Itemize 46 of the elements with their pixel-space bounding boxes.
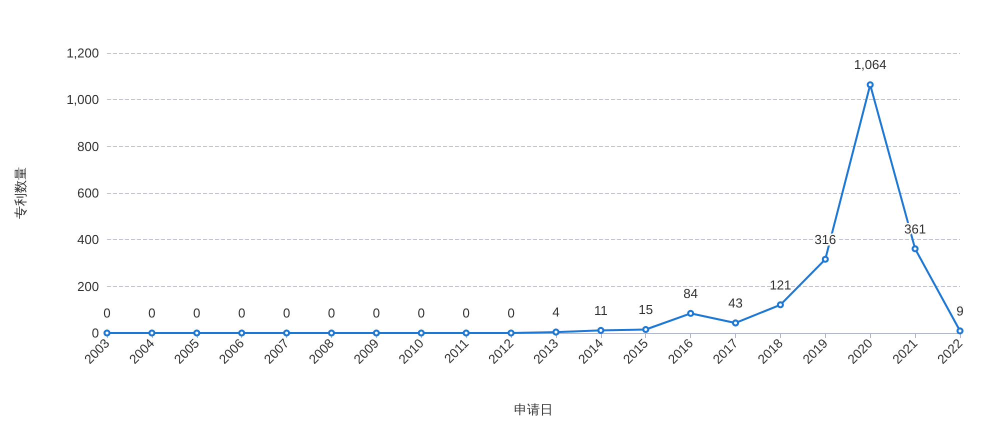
data-label: 0 (507, 306, 515, 320)
data-label: 43 (728, 295, 743, 310)
point (956, 327, 964, 334)
point (552, 328, 560, 336)
data-label: 0 (193, 306, 200, 320)
data-label: 0 (238, 306, 246, 320)
y-tick-label: 1,200 (66, 46, 99, 60)
y-tick-label: 200 (77, 278, 99, 294)
data-label: 84 (683, 286, 698, 301)
data-label: 9 (956, 303, 964, 318)
x-axis-title: 申请日 (514, 402, 553, 417)
point (776, 301, 784, 308)
point (508, 330, 515, 336)
point (597, 326, 604, 334)
point (642, 326, 650, 333)
point (462, 330, 470, 336)
data-label: 0 (328, 306, 336, 320)
point (148, 330, 156, 336)
y-tick-label: 800 (77, 138, 99, 154)
point (372, 330, 380, 336)
point (866, 81, 874, 88)
point (687, 310, 694, 317)
point (912, 245, 919, 252)
data-label: 0 (372, 306, 380, 320)
data-label: 0 (282, 306, 290, 320)
data-label: 0 (103, 306, 111, 320)
point (193, 330, 200, 336)
y-tick-label: 400 (77, 232, 99, 248)
point (283, 330, 290, 336)
point (822, 256, 829, 263)
data-label: 0 (462, 306, 470, 320)
data-label: 1,064 (854, 57, 886, 72)
y-axis-title: 专利数量 (13, 167, 28, 219)
point (238, 330, 246, 336)
data-label: 15 (638, 302, 653, 317)
y-tick-label: 1,000 (66, 92, 99, 108)
data-label: 4 (552, 304, 560, 320)
data-label: 0 (418, 306, 425, 320)
y-tick-label: 0 (92, 326, 99, 340)
point (732, 319, 740, 326)
y-tick-label: 600 (77, 186, 99, 200)
data-label: 11 (594, 302, 608, 318)
data-label: 121 (770, 277, 792, 292)
point (418, 330, 425, 336)
point (328, 330, 335, 336)
data-label: 0 (148, 306, 156, 320)
